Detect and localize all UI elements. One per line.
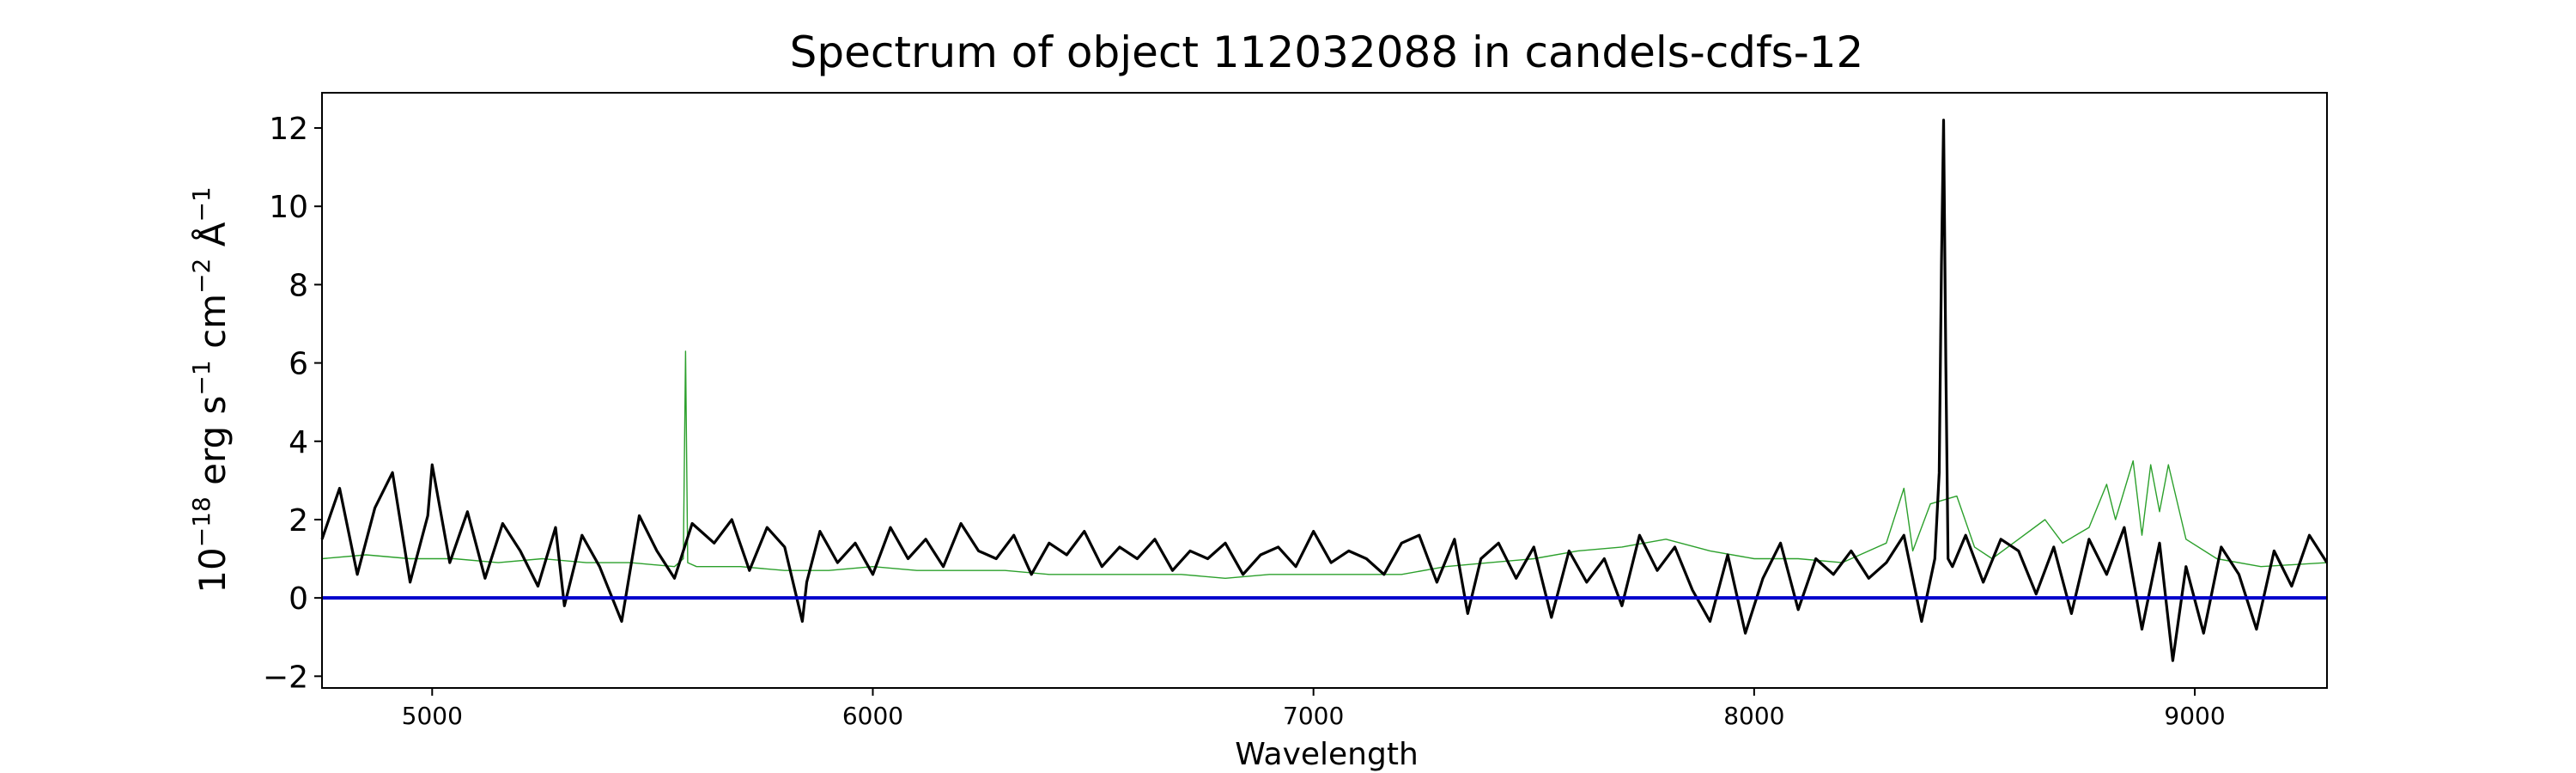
y-axis-label: 10−18 erg s−1 cm−2 Å−1 bbox=[187, 186, 234, 593]
y-tick-label: 0 bbox=[289, 581, 308, 617]
y-tick-label: 10 bbox=[269, 190, 308, 225]
x-tick-label: 9000 bbox=[2164, 702, 2225, 730]
flux-series-line bbox=[320, 119, 2329, 662]
plot-area bbox=[320, 119, 2329, 662]
x-tick-label: 8000 bbox=[1723, 702, 1784, 730]
y-tick-label: −2 bbox=[263, 660, 308, 695]
y-tick-label: 2 bbox=[289, 503, 308, 539]
x-axis: 5000 6000 7000 8000 9000 bbox=[402, 688, 2226, 730]
y-axis: −2 0 2 4 6 8 10 12 bbox=[263, 112, 322, 695]
x-tick-label: 5000 bbox=[402, 702, 463, 730]
y-tick-label: 4 bbox=[289, 425, 308, 460]
x-tick-label: 6000 bbox=[842, 702, 903, 730]
x-tick-label: 7000 bbox=[1283, 702, 1344, 730]
chart-title: Spectrum of object 112032088 in candels-… bbox=[790, 27, 1864, 77]
y-tick-label: 8 bbox=[289, 268, 308, 303]
noise-series-line bbox=[321, 350, 2328, 579]
y-tick-label: 6 bbox=[289, 347, 308, 382]
y-tick-label: 12 bbox=[269, 112, 308, 147]
plot-frame bbox=[321, 92, 2328, 689]
x-axis-label: Wavelength bbox=[1235, 737, 1419, 772]
